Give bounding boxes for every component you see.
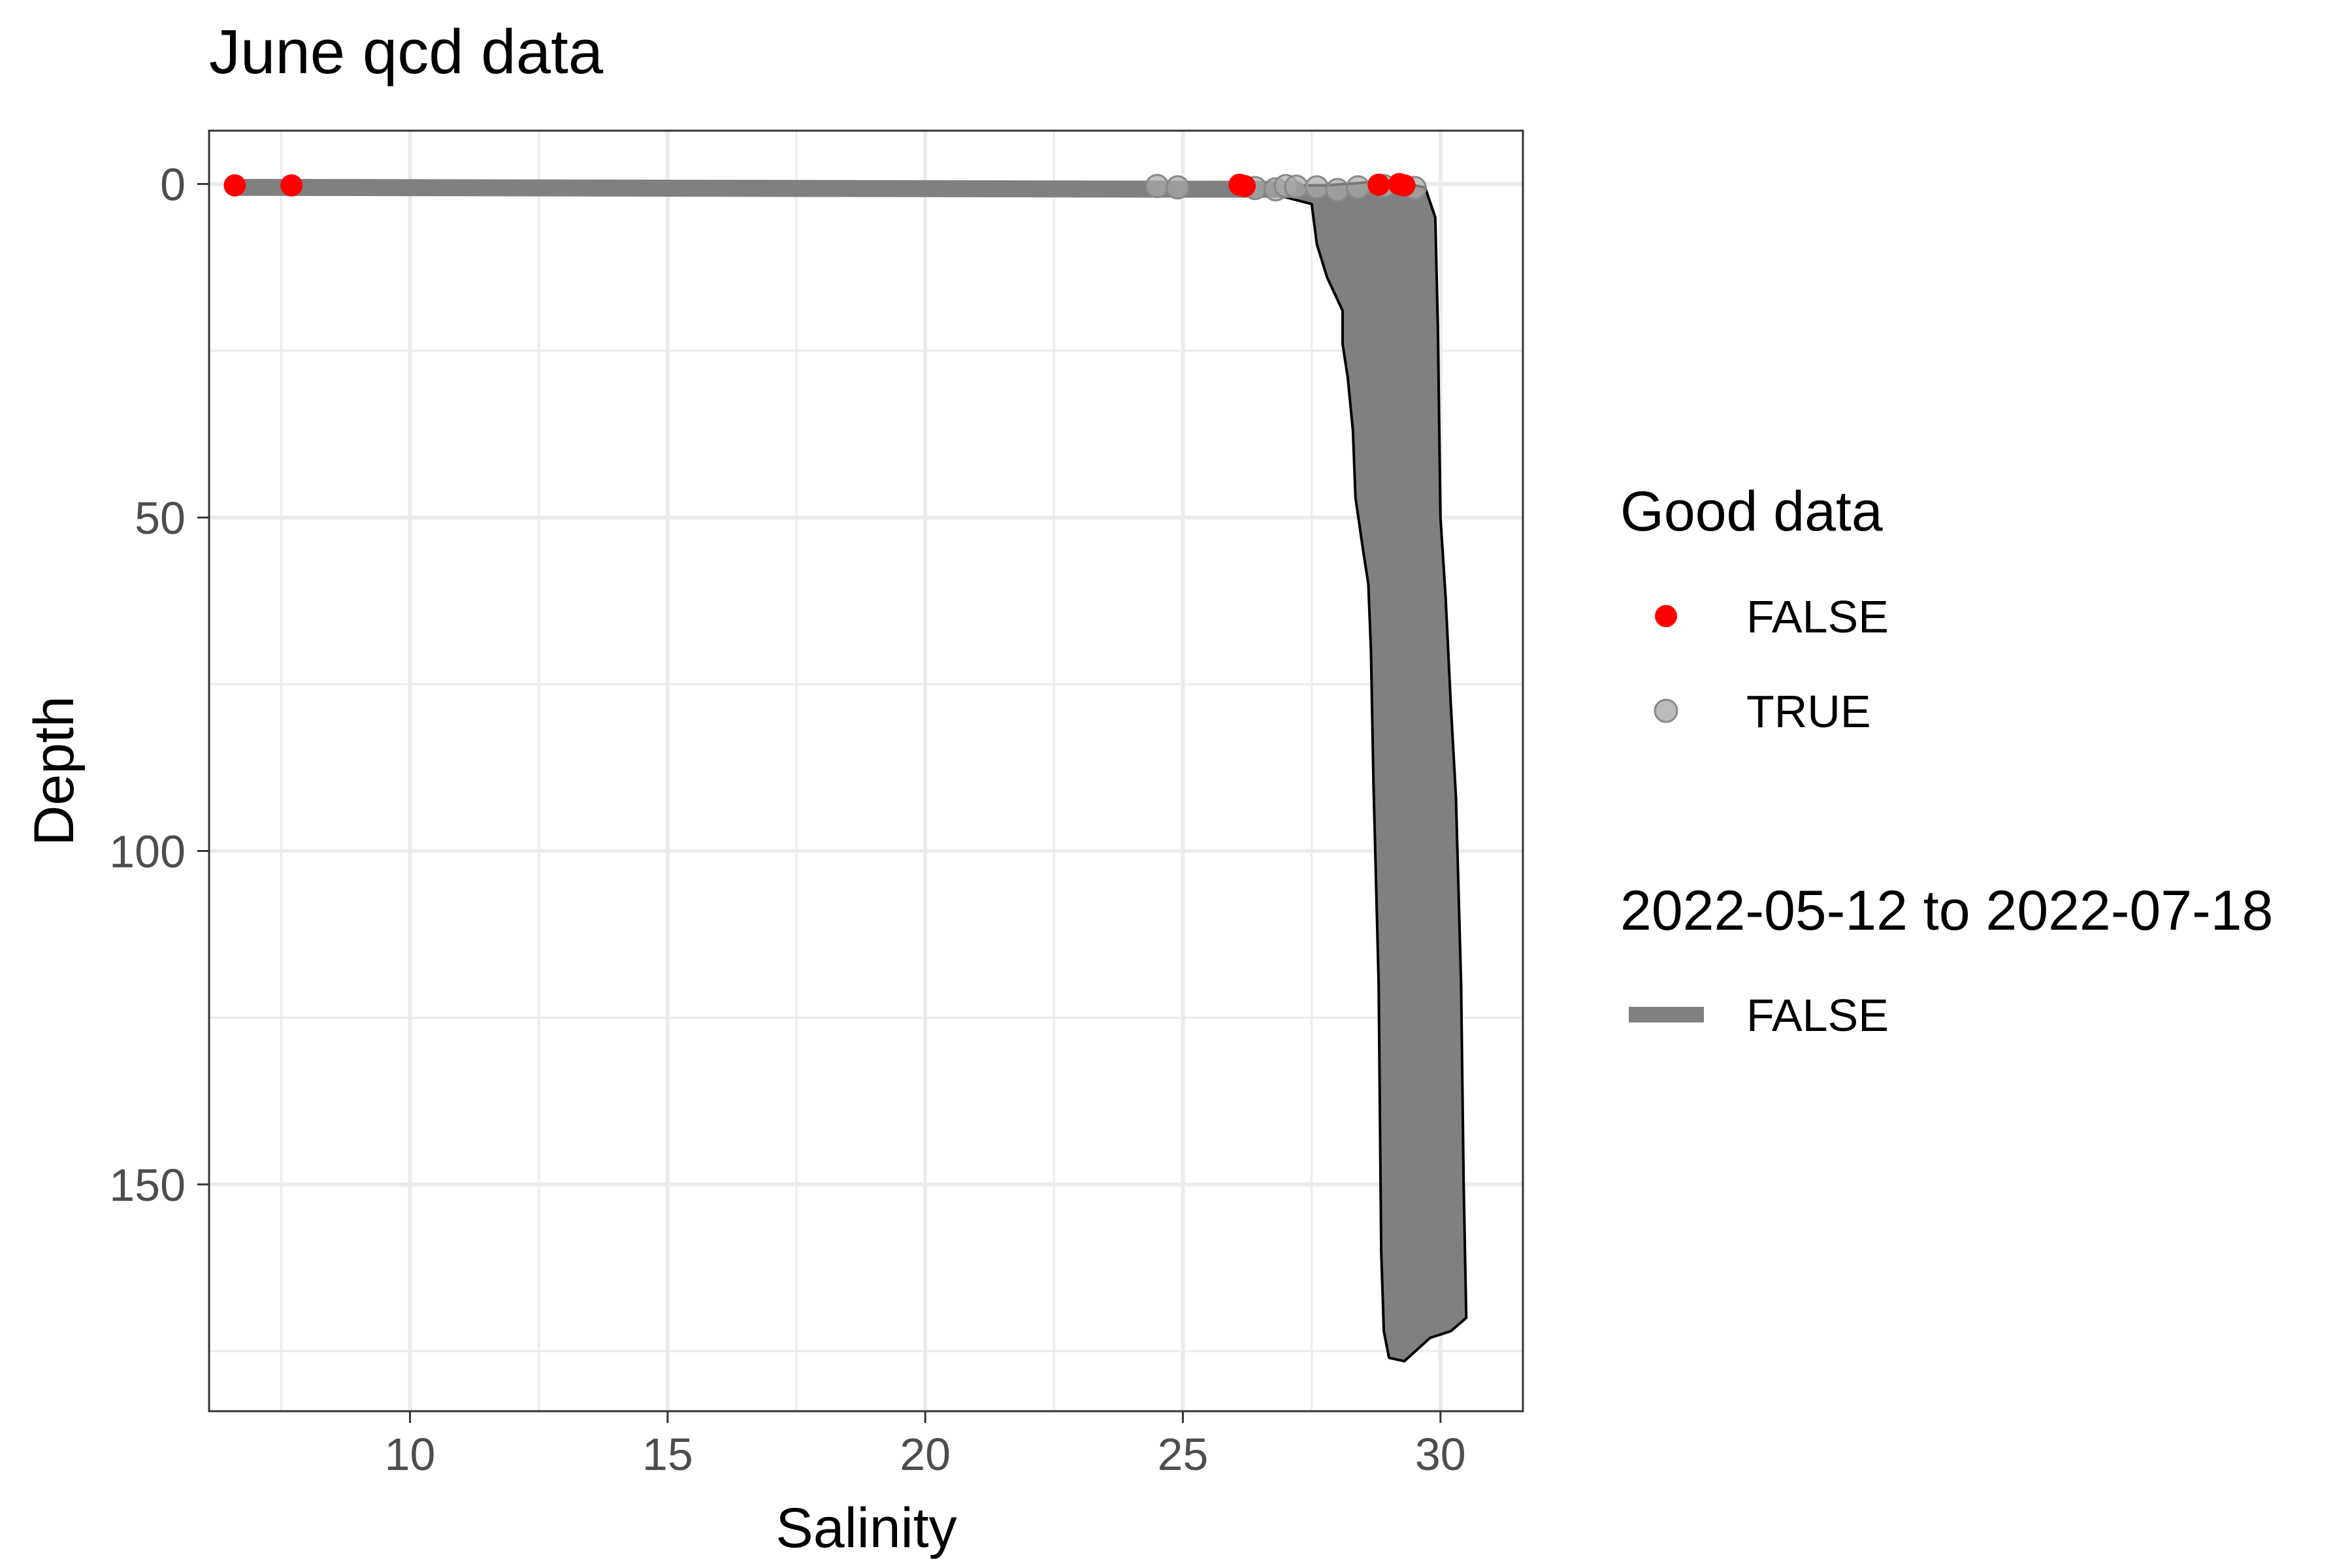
legend-title-good-data: Good data [1620,480,1883,543]
y-tick-label: 50 [135,493,186,544]
x-tick-label: 20 [900,1429,951,1480]
data-point-false [1233,174,1256,197]
legend-label: TRUE [1746,686,1871,737]
x-tick-label: 30 [1415,1429,1466,1480]
legend-label: FALSE [1746,990,1889,1041]
y-axis: 0 50 100 150 [109,159,209,1211]
plot-panel [209,131,1523,1411]
x-tick-label: 15 [642,1429,693,1480]
y-tick-label: 100 [109,826,186,877]
y-tick-label: 150 [109,1160,186,1211]
profile-band [233,179,1468,1363]
profile-envelope [226,178,1468,1363]
data-point-true [1166,175,1190,200]
legend: Good data FALSE TRUE 2022-05-12 to 2022-07-… [1620,480,2273,1041]
x-tick-label: 10 [385,1429,436,1480]
data-point-true [1325,178,1350,203]
data-point-false [1367,173,1390,196]
data-point-true [1284,174,1309,199]
plot-border [208,129,1524,1413]
x-axis-label: Salinity [776,1497,956,1560]
data-point-false [223,174,246,197]
x-tick-label: 25 [1158,1429,1209,1480]
legend-key-point [1654,698,1678,723]
data-point-true [1305,175,1329,200]
legend-title-date-range: 2022-05-12 to 2022-07-18 [1620,879,2273,942]
y-tick-label: 0 [160,159,186,210]
y-axis-label: Depth [23,696,86,846]
data-point-true [1346,175,1371,200]
legend-label: FALSE [1746,591,1889,642]
data-point-true [1145,174,1169,199]
chart-title: June qcd data [209,17,604,87]
legend-key-point [1655,605,1677,627]
profile-surface-line [226,178,1305,198]
x-axis: 10 15 20 25 30 [385,1411,1466,1480]
data-point-false [280,174,303,197]
data-points [223,172,1427,203]
data-point-false [1393,174,1416,197]
